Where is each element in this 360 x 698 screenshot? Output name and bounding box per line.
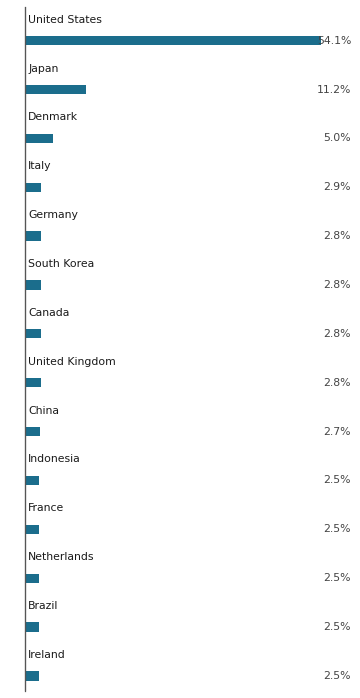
Bar bbox=[25, 232, 41, 241]
Text: Brazil: Brazil bbox=[28, 601, 58, 611]
Text: 2.5%: 2.5% bbox=[324, 622, 351, 632]
Text: Japan: Japan bbox=[28, 64, 58, 73]
Text: Italy: Italy bbox=[28, 161, 51, 171]
Bar bbox=[25, 85, 86, 94]
Text: 54.1%: 54.1% bbox=[317, 36, 351, 45]
Text: United Kingdom: United Kingdom bbox=[28, 357, 116, 366]
Text: South Korea: South Korea bbox=[28, 259, 94, 269]
Bar bbox=[25, 329, 41, 339]
Text: 2.8%: 2.8% bbox=[324, 231, 351, 241]
Bar bbox=[25, 427, 40, 436]
Bar bbox=[25, 574, 39, 583]
Text: 5.0%: 5.0% bbox=[324, 133, 351, 143]
Bar bbox=[25, 378, 41, 387]
Text: 2.8%: 2.8% bbox=[324, 329, 351, 339]
Text: Indonesia: Indonesia bbox=[28, 454, 81, 464]
Text: 2.7%: 2.7% bbox=[324, 426, 351, 436]
Bar bbox=[25, 671, 39, 681]
Text: Denmark: Denmark bbox=[28, 112, 78, 122]
Bar bbox=[25, 36, 321, 45]
Text: France: France bbox=[28, 503, 64, 513]
Text: 2.8%: 2.8% bbox=[324, 280, 351, 290]
Text: 2.5%: 2.5% bbox=[324, 573, 351, 583]
Bar bbox=[25, 525, 39, 534]
Text: 2.5%: 2.5% bbox=[324, 671, 351, 681]
Text: 2.9%: 2.9% bbox=[324, 182, 351, 192]
Bar bbox=[25, 134, 53, 143]
Text: Ireland: Ireland bbox=[28, 650, 66, 660]
Text: 2.8%: 2.8% bbox=[324, 378, 351, 387]
Text: Germany: Germany bbox=[28, 210, 78, 220]
Text: Canada: Canada bbox=[28, 308, 69, 318]
Text: 11.2%: 11.2% bbox=[317, 84, 351, 94]
Text: United States: United States bbox=[28, 15, 102, 24]
Text: Netherlands: Netherlands bbox=[28, 552, 95, 562]
Bar bbox=[25, 476, 39, 485]
Bar bbox=[25, 183, 41, 192]
Text: 2.5%: 2.5% bbox=[324, 524, 351, 534]
Bar bbox=[25, 281, 41, 290]
Text: 2.5%: 2.5% bbox=[324, 475, 351, 485]
Bar bbox=[25, 623, 39, 632]
Text: China: China bbox=[28, 406, 59, 415]
